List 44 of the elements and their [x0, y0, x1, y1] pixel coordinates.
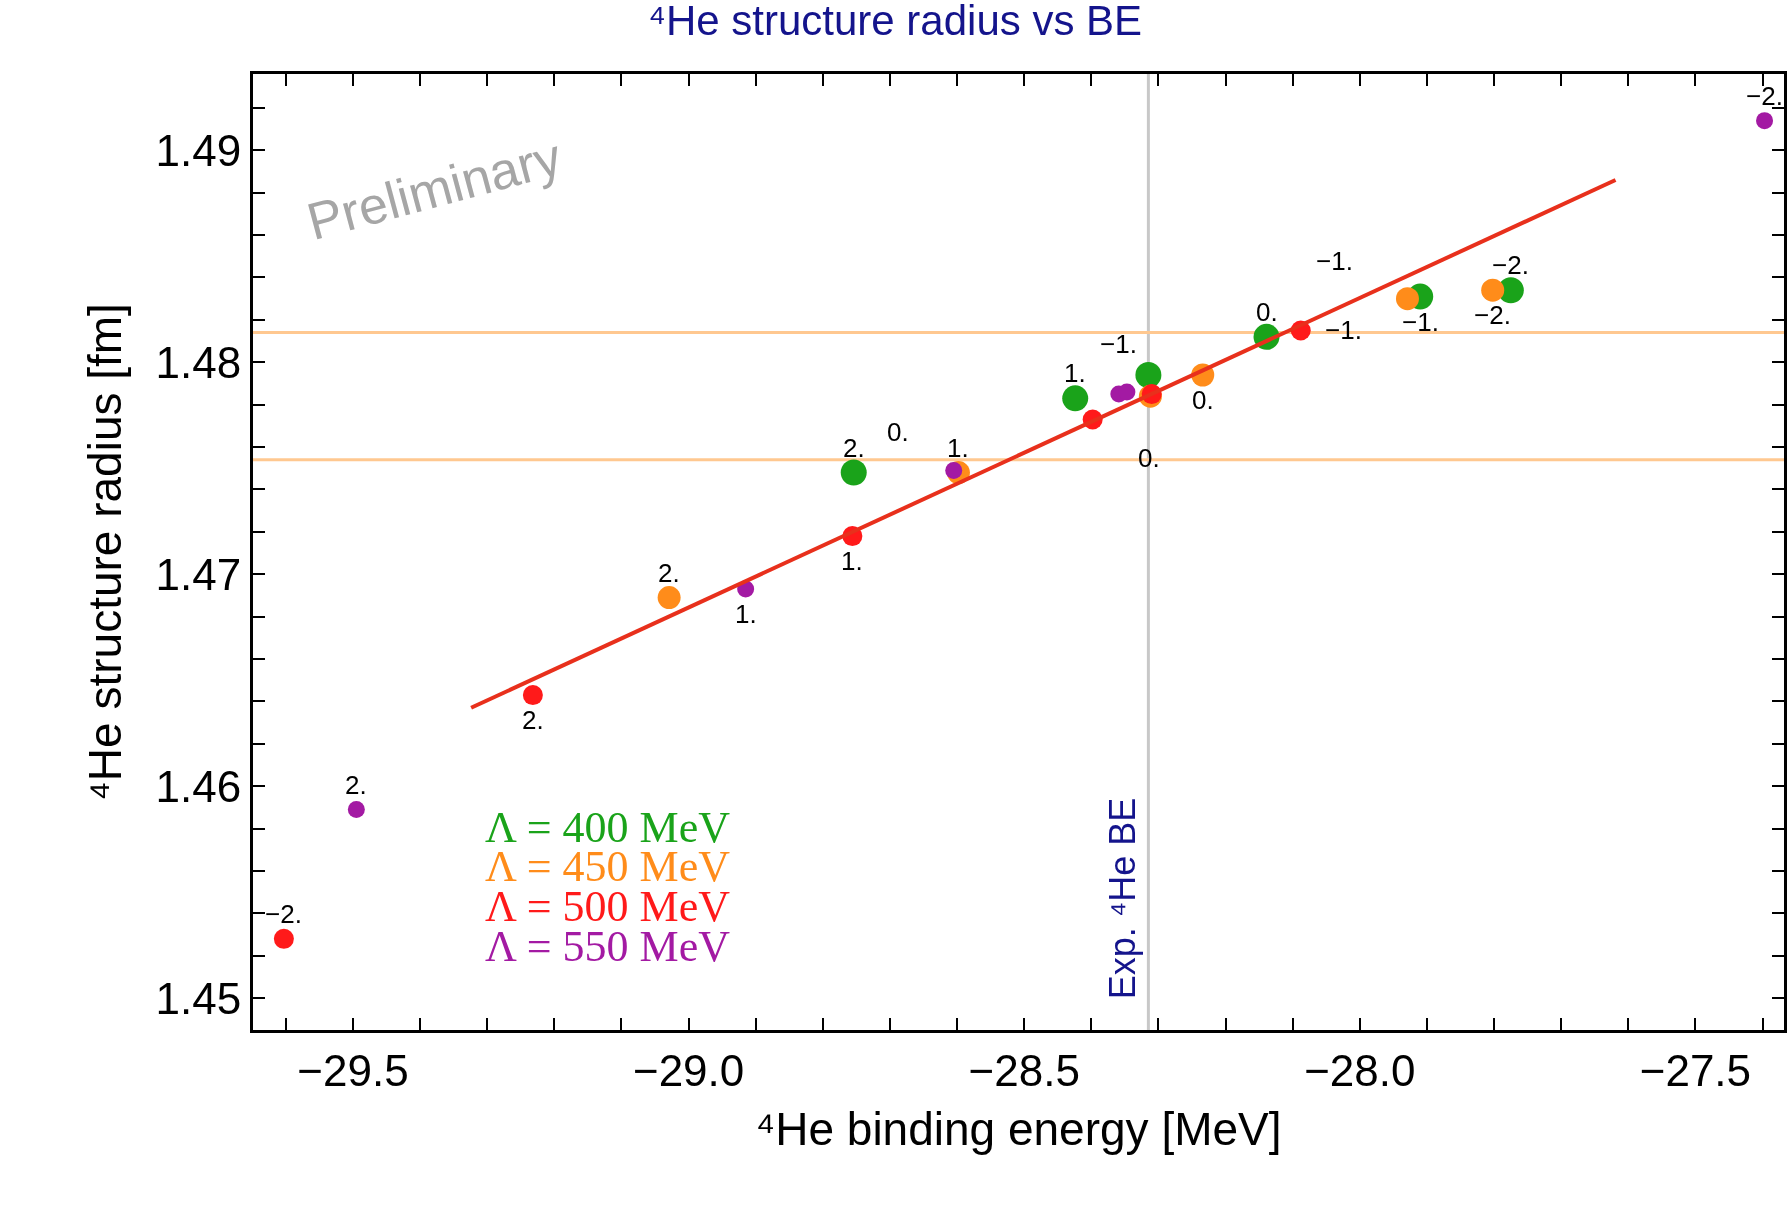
x-tick-label: −28.5 — [968, 1045, 1080, 1095]
y-tick-label: 1.46 — [155, 761, 242, 811]
annotation: −2. — [1746, 81, 1783, 111]
annotation: 1. — [1064, 358, 1086, 388]
point — [657, 586, 681, 610]
y-tick-label: 1.49 — [155, 125, 242, 175]
annotation: −1. — [1402, 307, 1439, 337]
y-tick-label: 1.48 — [155, 337, 242, 387]
point — [1135, 362, 1162, 388]
x-tick-label: −29.5 — [297, 1045, 409, 1095]
annotation: −1. — [1100, 329, 1137, 359]
y-tick-label: 1.45 — [155, 973, 242, 1023]
annotation: 0. — [1256, 297, 1278, 327]
x-tick-label: −29.0 — [632, 1045, 745, 1095]
annotation: −2. — [1474, 300, 1511, 330]
annotation: −1. — [1316, 246, 1353, 276]
y-tick-label: 1.47 — [155, 549, 242, 599]
y-axis-title: ⁴He structure radius [fm] — [78, 303, 131, 801]
x-tick-label: −28.0 — [1304, 1045, 1416, 1095]
annotation: −1. — [1325, 315, 1362, 345]
annotation: 1. — [735, 599, 757, 629]
point — [840, 459, 867, 486]
annotation: −2. — [1492, 250, 1529, 280]
point — [347, 801, 365, 819]
x-axis-title: ⁴He binding energy [MeV] — [755, 1103, 1282, 1156]
annotation: −2. — [265, 899, 302, 929]
annotation: 2. — [345, 770, 367, 800]
point — [1756, 112, 1774, 130]
annotation: 1. — [841, 546, 863, 576]
ref-line-label: Exp. ⁴He BE — [1101, 797, 1143, 1000]
point — [1481, 278, 1505, 302]
annotation: 2. — [843, 433, 865, 463]
annotation: 2. — [522, 705, 544, 735]
annotation: 0. — [1138, 443, 1160, 473]
annotation: 0. — [1192, 385, 1214, 415]
point — [273, 928, 294, 949]
annotation: 1. — [947, 433, 969, 463]
point — [522, 685, 543, 706]
chart-title: ⁴He structure radius vs BE — [647, 0, 1143, 45]
point — [1395, 287, 1419, 311]
point — [1062, 385, 1089, 412]
annotation: 2. — [658, 558, 680, 588]
annotation: 0. — [887, 417, 909, 447]
x-tick-label: −27.5 — [1639, 1045, 1752, 1095]
